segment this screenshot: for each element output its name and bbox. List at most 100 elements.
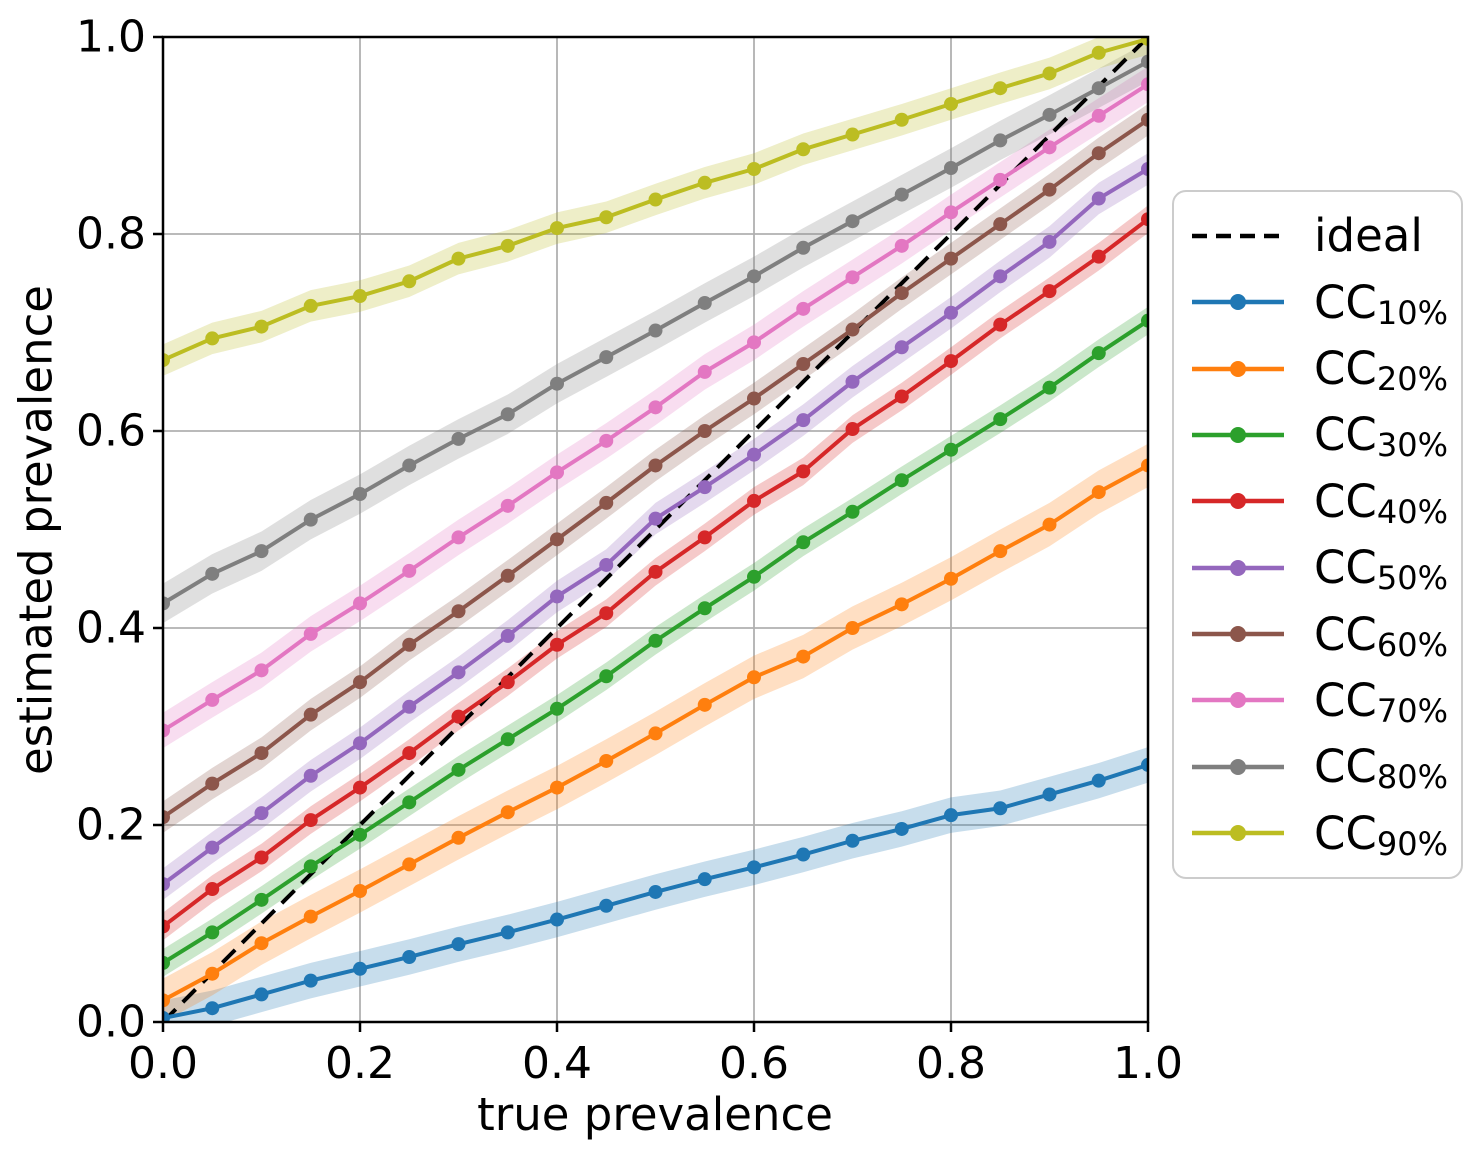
data-point: [205, 966, 220, 981]
data-point: [402, 458, 417, 473]
data-point: [944, 251, 958, 266]
legend-label-subscript: 40%: [1376, 492, 1448, 531]
data-point: [500, 925, 515, 940]
data-point: [402, 795, 417, 810]
series-line-sample-CC_40%: [1192, 493, 1284, 510]
legend-marker: [1230, 559, 1246, 576]
data-point: [451, 709, 466, 724]
data-point: [205, 1001, 220, 1016]
data-point: [599, 495, 614, 510]
data-point: [353, 596, 367, 611]
data-point: [648, 400, 663, 415]
data-point: [303, 707, 318, 722]
data-point: [747, 391, 761, 406]
data-point: [599, 210, 614, 225]
data-point: [747, 335, 761, 350]
legend-label-CC_50%: CC50%: [1314, 541, 1448, 597]
data-point: [747, 569, 761, 584]
legend-item-CC_30%: CC30%: [1190, 408, 1457, 461]
data-point: [796, 240, 811, 255]
data-point: [163, 723, 170, 738]
legend-marker: [1230, 692, 1246, 709]
legend-label-subscript: 30%: [1376, 426, 1448, 465]
data-point: [550, 637, 564, 652]
data-point: [894, 597, 909, 612]
data-point: [254, 850, 269, 865]
data-point: [1042, 107, 1057, 122]
legend-item-CC_70%: CC70%: [1190, 674, 1457, 727]
data-point: [845, 214, 860, 229]
series-markers-CC_90%: [163, 37, 1148, 368]
data-point: [451, 431, 466, 446]
data-point: [205, 331, 220, 346]
series-line-sample-CC_60%: [1192, 626, 1284, 643]
data-point: [944, 354, 958, 369]
data-point: [648, 192, 663, 207]
data-point: [353, 961, 367, 976]
data-point: [1091, 773, 1106, 788]
data-point: [1141, 161, 1148, 176]
legend-marker: [1230, 360, 1246, 377]
data-point: [894, 286, 909, 301]
legend-label-subscript: 90%: [1376, 824, 1448, 863]
series-markers-CC_40%: [163, 212, 1148, 934]
data-point: [1091, 485, 1106, 500]
legend-item-CC_50%: CC50%: [1190, 541, 1457, 594]
data-point: [500, 238, 515, 253]
data-point: [1042, 517, 1057, 532]
data-point: [550, 912, 564, 927]
data-point: [845, 270, 860, 285]
data-point: [993, 801, 1008, 816]
data-point: [796, 413, 811, 428]
data-point: [697, 364, 712, 379]
data-point: [747, 447, 761, 462]
data-point: [353, 736, 367, 751]
series-markers-CC_80%: [163, 54, 1148, 611]
legend-label-CC_70%: CC70%: [1314, 673, 1448, 730]
data-point: [550, 780, 564, 795]
legend-item-CC_90%: CC90%: [1190, 807, 1457, 860]
data-point: [845, 621, 860, 635]
series-markers-CC_10%: [163, 757, 1148, 1022]
data-point: [451, 937, 466, 952]
data-point: [254, 544, 269, 559]
legend-marker: [1230, 294, 1246, 311]
legend-label-subscript: 60%: [1376, 625, 1448, 664]
data-point: [944, 96, 958, 111]
legend-marker: [1230, 825, 1246, 842]
data-point: [845, 422, 860, 437]
data-point: [648, 323, 663, 338]
data-point: [1141, 757, 1148, 772]
data-point: [944, 808, 958, 823]
data-point: [254, 663, 269, 678]
data-point: [550, 465, 564, 480]
data-point: [1141, 212, 1148, 227]
data-point: [599, 606, 614, 621]
data-point: [894, 389, 909, 404]
data-point: [451, 251, 466, 266]
data-point: [402, 746, 417, 761]
series-markers-CC_60%: [163, 112, 1148, 825]
y-tick-label: 0.8: [76, 208, 146, 260]
data-point: [1042, 66, 1057, 81]
x-tick-label: 0.0: [128, 1038, 198, 1089]
data-point: [353, 675, 367, 690]
legend-marker: [1230, 426, 1246, 443]
data-point: [163, 993, 170, 1008]
data-point: [894, 112, 909, 127]
data-point: [845, 322, 860, 337]
data-point: [599, 898, 614, 913]
data-point: [402, 699, 417, 714]
data-point: [1042, 182, 1057, 197]
data-point: [599, 669, 614, 684]
data-point: [599, 557, 614, 572]
data-point: [1141, 77, 1148, 92]
data-point: [500, 568, 515, 583]
y-tick-label: 0.2: [76, 799, 146, 851]
data-point: [944, 205, 958, 220]
legend-item-CC_20%: CC20%: [1190, 342, 1457, 395]
data-point: [500, 675, 515, 690]
y-tick-label: 1.0: [76, 11, 146, 63]
legend-label-CC_80%: CC80%: [1314, 740, 1448, 796]
